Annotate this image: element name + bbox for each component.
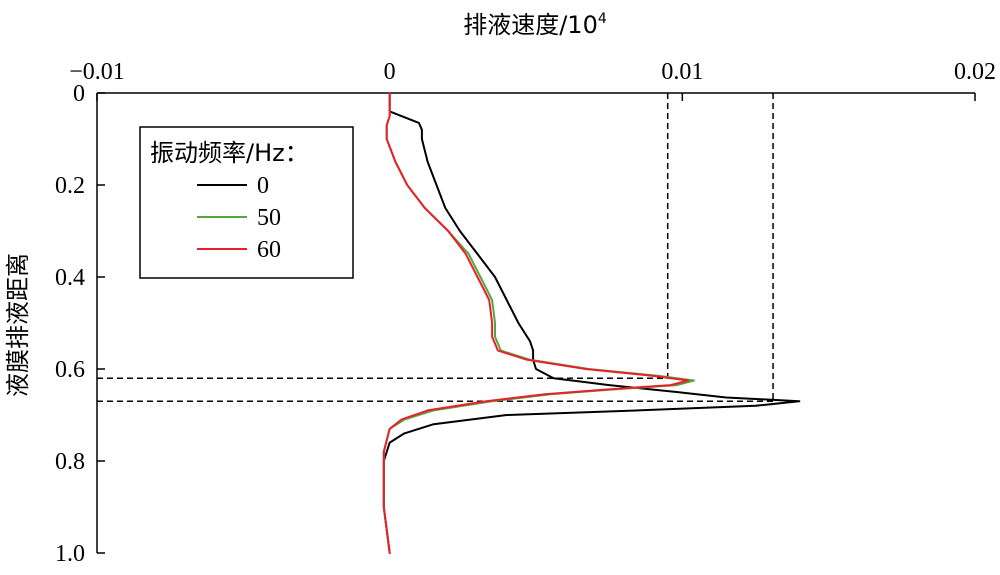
y-tick-label: 0.4 xyxy=(55,265,85,291)
reference-lines xyxy=(97,93,774,402)
x-ticks: −0.01 0 0.01 0.02 xyxy=(69,59,996,101)
series-line-50hz xyxy=(382,92,695,554)
axes xyxy=(96,92,975,553)
x-tick-label: 0.02 xyxy=(954,59,996,85)
legend: 振动频率/Hz： 0 50 60 xyxy=(139,126,354,279)
y-tick-label: 0 xyxy=(73,81,85,107)
legend-label-50: 50 xyxy=(257,205,281,231)
x-axis-title-main: 排液速度/10 xyxy=(463,11,598,39)
y-ticks: 0 0.2 0.4 0.6 0.8 1.0 xyxy=(55,81,105,567)
x-tick-label: 0.01 xyxy=(661,59,703,85)
y-tick-label: 0.2 xyxy=(55,173,85,199)
legend-title: 振动频率/Hz： xyxy=(150,139,309,167)
y-tick-label: 1.0 xyxy=(55,541,85,567)
y-axis-title: 液膜排液距离 xyxy=(4,253,32,397)
x-axis-title-superscript: 4 xyxy=(598,11,607,27)
x-tick-label: 0 xyxy=(384,59,396,85)
series-line-0hz xyxy=(382,92,801,554)
series-line-60hz xyxy=(382,92,690,554)
y-tick-label: 0.8 xyxy=(55,449,85,475)
legend-label-0: 0 xyxy=(257,173,269,199)
x-tick-label: −0.01 xyxy=(69,59,125,85)
x-axis-title: 排液速度/104 xyxy=(463,11,607,39)
legend-box xyxy=(139,126,354,279)
series-lines xyxy=(382,92,801,554)
legend-items: 0 50 60 xyxy=(197,173,281,263)
legend-label-60: 60 xyxy=(257,237,281,263)
y-tick-label: 0.6 xyxy=(55,357,85,383)
